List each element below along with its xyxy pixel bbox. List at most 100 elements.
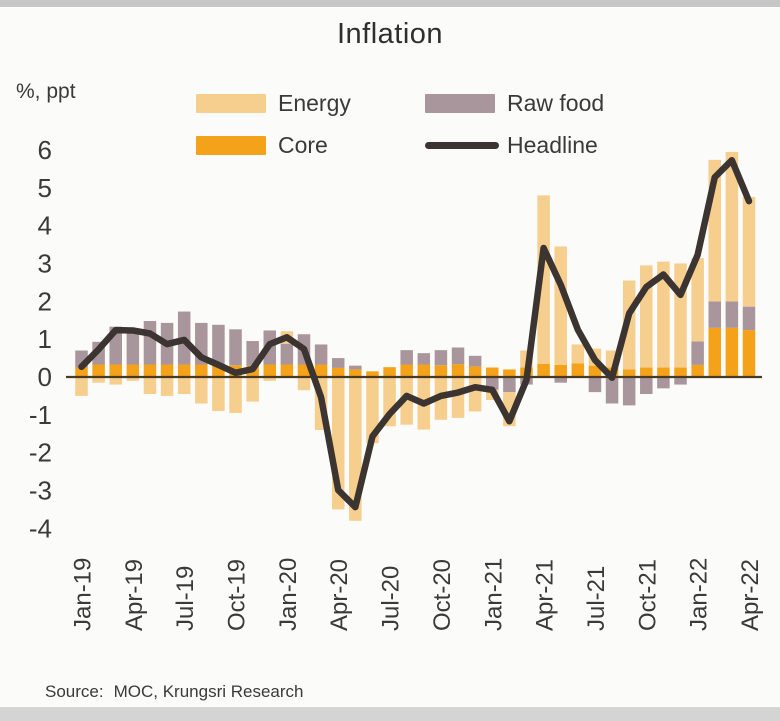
bar-segment-energy-dec-20 — [468, 377, 482, 412]
x-tick-label: Apr-20 — [326, 559, 353, 631]
x-tick-label: Jan-22 — [686, 558, 713, 631]
bar-segment-core-dec-21 — [674, 367, 687, 377]
bar-segment-energy-jun-19 — [160, 377, 174, 396]
x-tick-label: Oct-19 — [224, 559, 251, 631]
y-tick-label: 6 — [38, 135, 52, 165]
bar-segment-energy-jun-20 — [366, 377, 379, 444]
bar-segment-energy-jan-22 — [691, 258, 704, 342]
bar-segment-core-jun-19 — [160, 364, 174, 377]
bar-segment-core-apr-21 — [537, 363, 550, 377]
legend-label-raw-food: Raw food — [507, 90, 605, 116]
bar-segment-energy-may-19 — [143, 377, 157, 395]
x-tick-label: Jul-20 — [378, 566, 405, 631]
bar-segment-core-mar-19 — [109, 364, 122, 377]
bar-segment-energy-feb-19 — [92, 377, 105, 383]
bar-segment-energy-jan-19 — [75, 377, 88, 396]
bar-segment-energy-aug-20 — [400, 377, 413, 425]
y-tick-label: 5 — [38, 173, 52, 203]
bar-segment-core-apr-19 — [126, 364, 140, 377]
legend-label-energy: Energy — [278, 90, 351, 116]
core-swatch-icon — [196, 136, 266, 155]
legend-row-2: Core Headline — [196, 134, 626, 157]
x-tick-label: Jul-19 — [172, 566, 199, 631]
bar-segment-energy-aug-19 — [195, 377, 208, 404]
bar-segment-raw-food-feb-22 — [708, 301, 722, 328]
bar-segment-raw-food-dec-21 — [674, 377, 687, 385]
bar-segment-raw-food-may-19 — [143, 321, 157, 365]
bar-segment-core-dec-20 — [468, 366, 482, 377]
bar-segment-raw-food-jul-21 — [588, 377, 602, 393]
bar-segment-raw-food-mar-22 — [725, 301, 739, 328]
bar-segment-core-aug-19 — [195, 364, 208, 377]
bar-segment-energy-nov-21 — [657, 261, 670, 368]
bar-segment-energy-nov-20 — [451, 377, 465, 418]
bar-segment-core-jul-20 — [383, 367, 396, 377]
top-border-strip — [0, 0, 780, 7]
source-value: MOC, Krungsri Research — [113, 682, 304, 701]
bar-segment-energy-dec-19 — [263, 377, 277, 381]
legend-label-core: Core — [278, 132, 328, 158]
x-tick-label: Apr-22 — [737, 559, 764, 631]
bar-segment-core-feb-22 — [708, 327, 722, 377]
bar-segment-core-jan-20 — [280, 364, 294, 377]
bar-segment-raw-food-apr-20 — [331, 358, 345, 368]
bar-segment-core-jun-21 — [571, 363, 585, 377]
bar-segment-energy-apr-21 — [537, 195, 550, 364]
bar-segment-energy-jul-19 — [177, 377, 191, 395]
y-tick-label: -3 — [29, 475, 52, 505]
headline-line-swatch-icon — [425, 142, 499, 149]
legend-item-raw-food: Raw food — [425, 92, 604, 115]
bar-segment-energy-mar-19 — [109, 377, 122, 385]
bar-segment-core-oct-20 — [434, 365, 448, 377]
bar-segment-energy-feb-20 — [297, 377, 311, 391]
bar-segment-core-may-19 — [143, 364, 157, 377]
bar-segment-raw-food-sep-21 — [622, 377, 636, 406]
raw-food-swatch-icon — [425, 94, 495, 113]
bar-segment-core-may-20 — [349, 369, 362, 377]
x-tick-label: Apr-21 — [532, 559, 559, 631]
bar-segment-raw-food-may-21 — [554, 377, 567, 383]
bar-segment-energy-jun-21 — [571, 344, 585, 364]
bar-segment-energy-sep-19 — [212, 377, 225, 412]
y-tick-label: 4 — [38, 211, 52, 241]
chart-title: Inflation — [336, 18, 444, 50]
source-label: Source: — [45, 682, 104, 701]
bar-segment-raw-food-apr-19 — [126, 328, 140, 365]
y-tick-label: -4 — [29, 513, 52, 543]
y-tick-label: 3 — [38, 249, 52, 279]
bar-segment-core-mar-20 — [314, 364, 328, 377]
bar-segment-energy-may-21 — [554, 246, 567, 365]
bar-segment-core-feb-19 — [92, 364, 105, 377]
bar-segment-energy-apr-22 — [742, 196, 756, 307]
legend-item-headline: Headline — [425, 134, 598, 157]
bar-segment-raw-food-apr-22 — [742, 306, 756, 331]
bar-segment-core-jul-19 — [177, 364, 191, 377]
bar-segment-core-jul-21 — [588, 365, 602, 377]
legend-item-energy: Energy — [196, 92, 425, 115]
bars-group — [75, 151, 756, 521]
bar-segment-core-jun-20 — [366, 371, 379, 377]
bar-segment-core-sep-21 — [622, 369, 636, 377]
bar-segment-raw-food-mar-20 — [314, 344, 328, 365]
bar-segment-energy-oct-19 — [229, 377, 242, 413]
bar-segment-core-sep-20 — [417, 364, 431, 377]
x-tick-label: Jul-21 — [583, 566, 610, 631]
bar-segment-raw-food-oct-19 — [229, 329, 242, 366]
y-tick-label: 1 — [38, 324, 52, 354]
bar-segment-raw-food-may-20 — [349, 365, 362, 370]
bar-segment-raw-food-aug-20 — [400, 350, 413, 365]
chart-legend: Energy Raw food Core Headline — [196, 92, 626, 176]
y-tick-label: -1 — [29, 400, 52, 430]
bar-segment-core-oct-21 — [640, 367, 653, 377]
x-tick-label: Apr-19 — [121, 559, 148, 631]
bar-segment-core-feb-21 — [503, 369, 516, 377]
bar-segment-raw-food-nov-20 — [451, 347, 465, 365]
bar-segment-raw-food-oct-21 — [640, 377, 653, 395]
bar-segment-raw-food-dec-20 — [468, 355, 482, 367]
bar-segment-core-apr-22 — [742, 330, 756, 377]
legend-row-1: Energy Raw food — [196, 92, 626, 115]
bar-segment-raw-food-sep-20 — [417, 353, 431, 365]
bar-segment-core-mar-22 — [725, 327, 739, 377]
